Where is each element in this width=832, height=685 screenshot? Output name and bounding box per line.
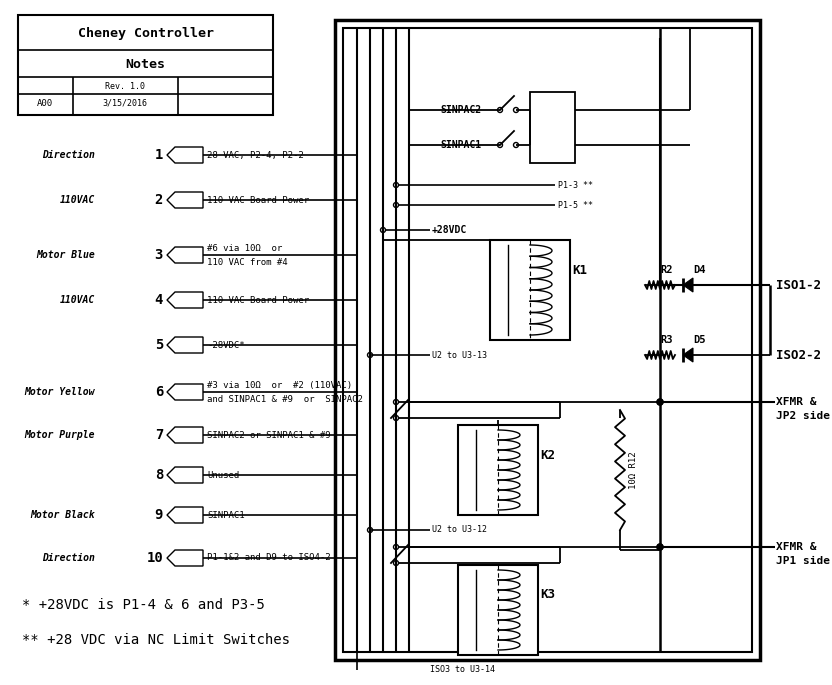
Text: XFMR &: XFMR & xyxy=(776,397,816,407)
Polygon shape xyxy=(167,384,203,400)
Text: P1-1&2 and D9 to ISO4-2: P1-1&2 and D9 to ISO4-2 xyxy=(207,553,330,562)
Bar xyxy=(458,565,538,655)
Polygon shape xyxy=(167,292,203,308)
Text: 6: 6 xyxy=(155,385,163,399)
Text: 8: 8 xyxy=(155,468,163,482)
Text: ISO2-2: ISO2-2 xyxy=(776,349,821,362)
Circle shape xyxy=(657,544,663,550)
Text: R3: R3 xyxy=(661,335,673,345)
Text: K1: K1 xyxy=(572,264,587,277)
Circle shape xyxy=(657,544,663,550)
Text: 3/15/2016: 3/15/2016 xyxy=(102,99,147,108)
Text: D4: D4 xyxy=(694,265,706,275)
Text: 110 VAC from #4: 110 VAC from #4 xyxy=(207,258,288,266)
Text: 5: 5 xyxy=(155,338,163,352)
Text: SINPAC1: SINPAC1 xyxy=(207,510,245,519)
Bar xyxy=(458,425,538,515)
Text: ISO1-2: ISO1-2 xyxy=(776,279,821,292)
Text: 10: 10 xyxy=(146,551,163,565)
Text: 28 VAC, P2-4, P2-2: 28 VAC, P2-4, P2-2 xyxy=(207,151,304,160)
Text: Unused: Unused xyxy=(207,471,240,479)
Text: SINPAC2: SINPAC2 xyxy=(440,105,481,115)
Text: SINPAC2 or SINPAC1 & #9: SINPAC2 or SINPAC1 & #9 xyxy=(207,430,330,440)
Text: K3: K3 xyxy=(540,588,555,601)
Text: Motor Purple: Motor Purple xyxy=(24,430,95,440)
Text: +28VDC: +28VDC xyxy=(432,225,468,235)
Text: Cheney Controller: Cheney Controller xyxy=(77,27,214,40)
Text: Motor Yellow: Motor Yellow xyxy=(24,387,95,397)
Polygon shape xyxy=(167,147,203,163)
Text: ** +28 VDC via NC Limit Switches: ** +28 VDC via NC Limit Switches xyxy=(22,633,290,647)
Text: U2 to U3-13: U2 to U3-13 xyxy=(432,351,487,360)
Circle shape xyxy=(657,399,663,405)
Polygon shape xyxy=(167,247,203,263)
Text: JP2 side of 110VAC: JP2 side of 110VAC xyxy=(776,411,832,421)
Text: 3: 3 xyxy=(155,248,163,262)
Polygon shape xyxy=(167,337,203,353)
Text: R2: R2 xyxy=(661,265,673,275)
Text: 2: 2 xyxy=(155,193,163,207)
Bar xyxy=(343,28,752,652)
Polygon shape xyxy=(683,278,693,292)
Bar xyxy=(530,92,575,163)
Text: Direction: Direction xyxy=(42,553,95,563)
Polygon shape xyxy=(167,467,203,483)
Text: P1-5 **: P1-5 ** xyxy=(558,201,593,210)
Text: 110 VAC Board Power: 110 VAC Board Power xyxy=(207,295,310,305)
Text: Notes: Notes xyxy=(126,58,166,71)
Polygon shape xyxy=(167,507,203,523)
Text: -28VDC*: -28VDC* xyxy=(207,340,245,349)
Bar xyxy=(18,15,273,115)
Text: 110VAC: 110VAC xyxy=(60,195,95,205)
Text: U2 to U3-12: U2 to U3-12 xyxy=(432,525,487,534)
Text: 1: 1 xyxy=(155,148,163,162)
Text: #3 via 10Ω  or  #2 (110VAC): #3 via 10Ω or #2 (110VAC) xyxy=(207,380,352,390)
Text: 4: 4 xyxy=(155,293,163,307)
Text: ISO3 to U3-14: ISO3 to U3-14 xyxy=(430,666,495,675)
Text: K2: K2 xyxy=(540,449,555,462)
Text: 110VAC: 110VAC xyxy=(60,295,95,305)
Text: 7: 7 xyxy=(155,428,163,442)
Polygon shape xyxy=(683,348,693,362)
Text: JP1 side of 110VAC: JP1 side of 110VAC xyxy=(776,556,832,566)
Text: 9: 9 xyxy=(155,508,163,522)
Text: 110 VAC Board Power: 110 VAC Board Power xyxy=(207,195,310,205)
Text: Rev. 1.0: Rev. 1.0 xyxy=(105,82,145,90)
Bar xyxy=(490,240,570,340)
Text: Motor Blue: Motor Blue xyxy=(37,250,95,260)
Polygon shape xyxy=(167,192,203,208)
Text: #6 via 10Ω  or: #6 via 10Ω or xyxy=(207,243,282,253)
Text: XFMR &: XFMR & xyxy=(776,542,816,552)
Text: Direction: Direction xyxy=(42,150,95,160)
Polygon shape xyxy=(167,550,203,566)
Text: P1-3 **: P1-3 ** xyxy=(558,181,593,190)
Bar xyxy=(335,20,760,660)
Circle shape xyxy=(657,399,663,405)
Text: 10Ω R12: 10Ω R12 xyxy=(629,451,638,489)
Text: and SINPAC1 & #9  or  SINPAC2: and SINPAC1 & #9 or SINPAC2 xyxy=(207,395,363,403)
Text: Motor Black: Motor Black xyxy=(31,510,95,520)
Polygon shape xyxy=(167,427,203,443)
Text: D5: D5 xyxy=(694,335,706,345)
Text: SINPAC1: SINPAC1 xyxy=(440,140,481,150)
Text: * +28VDC is P1-4 & 6 and P3-5: * +28VDC is P1-4 & 6 and P3-5 xyxy=(22,598,265,612)
Text: A00: A00 xyxy=(37,99,53,108)
